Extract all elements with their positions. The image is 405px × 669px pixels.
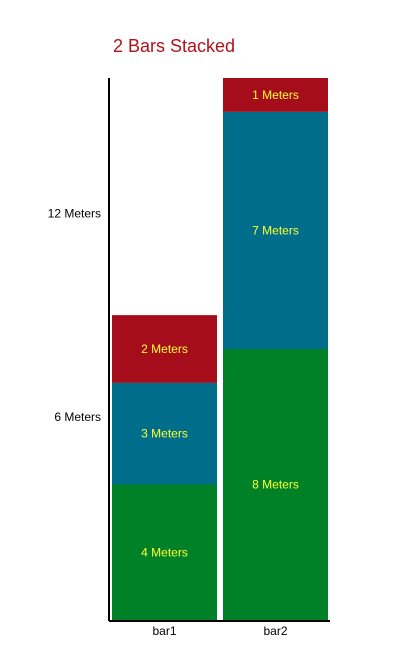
- bar-segment-bar1-2: [112, 315, 217, 383]
- segment-label-bar1-2: 2 Meters: [141, 342, 188, 356]
- x-tick-label-bar1: bar1: [152, 624, 176, 638]
- x-tick-label-bar2: bar2: [263, 624, 287, 638]
- segment-label-bar1-1: 3 Meters: [141, 427, 188, 441]
- bar-segment-bar1-1: [112, 382, 217, 485]
- bar-segment-bar2-1: [223, 111, 328, 349]
- segment-label-bar2-0: 8 Meters: [252, 478, 299, 492]
- chart-title: 2 Bars Stacked: [113, 36, 236, 56]
- segment-label-bar1-0: 4 Meters: [141, 545, 188, 559]
- y-tick-label-12: 12 Meters: [48, 207, 101, 221]
- y-tick-label-6: 6 Meters: [54, 410, 101, 424]
- bar-segment-bar1-0: [112, 484, 217, 620]
- segment-label-bar2-1: 7 Meters: [252, 223, 299, 237]
- bar-segment-bar2-2: [223, 78, 328, 112]
- bar-segment-bar2-0: [223, 349, 328, 620]
- segment-label-bar2-2: 1 Meters: [252, 88, 299, 102]
